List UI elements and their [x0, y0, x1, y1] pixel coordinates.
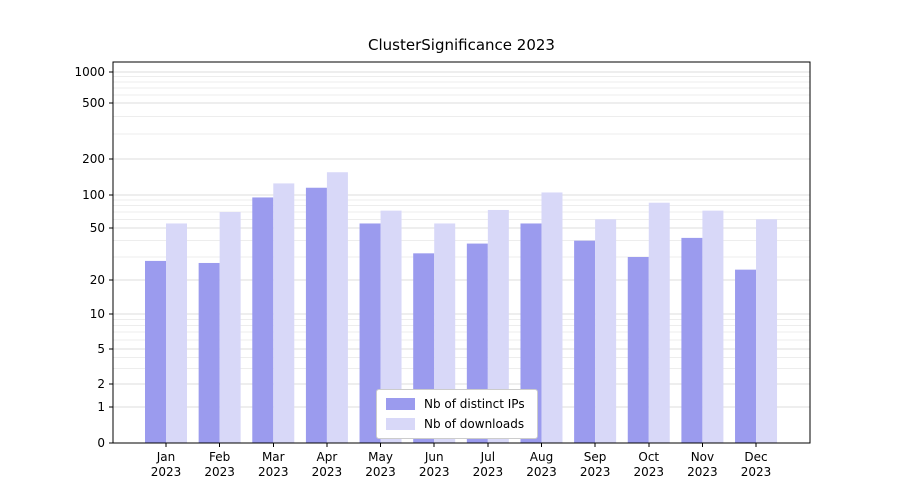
- y-tick-label: 100: [82, 188, 105, 202]
- x-tick-label-year: 2023: [473, 465, 504, 479]
- bar-distinct-ips: [305, 187, 327, 443]
- x-tick-label-year: 2023: [312, 465, 343, 479]
- legend-label-downloads: Nb of downloads: [424, 417, 525, 431]
- bar-downloads: [702, 210, 724, 443]
- x-tick-label-year: 2023: [258, 465, 289, 479]
- x-tick-label-year: 2023: [419, 465, 450, 479]
- x-tick-label-month: Aug: [530, 450, 553, 464]
- bar-distinct-ips: [198, 262, 220, 443]
- legend-item-downloads: Nb of downloads: [386, 417, 525, 431]
- bar-distinct-ips: [359, 223, 381, 443]
- x-tick-label-month: Oct: [638, 450, 659, 464]
- y-tick-label: 1000: [74, 65, 105, 79]
- legend-item-distinct-ips: Nb of distinct IPs: [386, 397, 525, 411]
- y-tick-label: 1: [97, 400, 105, 414]
- x-tick-label-year: 2023: [204, 465, 235, 479]
- x-tick-label-year: 2023: [365, 465, 396, 479]
- x-tick-label-month: Feb: [209, 450, 230, 464]
- bar-downloads: [434, 223, 456, 443]
- bar-downloads: [595, 219, 617, 443]
- bar-downloads: [380, 210, 402, 443]
- x-tick-label-year: 2023: [633, 465, 664, 479]
- x-tick-label-year: 2023: [741, 465, 772, 479]
- x-tick-label-month: Jan: [156, 450, 176, 464]
- x-tick-label-month: Sep: [584, 450, 607, 464]
- bar-downloads: [648, 202, 670, 443]
- chart-title: ClusterSignificance 2023: [368, 36, 555, 54]
- x-tick-label-year: 2023: [151, 465, 182, 479]
- x-tick-label-month: May: [368, 450, 393, 464]
- y-tick-label: 500: [82, 96, 105, 110]
- x-tick-label-year: 2023: [580, 465, 611, 479]
- bar-distinct-ips: [681, 237, 703, 443]
- bar-distinct-ips: [252, 197, 274, 443]
- bar-downloads: [219, 211, 241, 443]
- x-tick-label-month: Jun: [424, 450, 444, 464]
- y-tick-label: 200: [82, 152, 105, 166]
- x-tick-label-month: Nov: [691, 450, 714, 464]
- y-tick-label: 5: [97, 342, 105, 356]
- bar-downloads: [541, 192, 563, 443]
- legend-label-distinct-ips: Nb of distinct IPs: [424, 397, 525, 411]
- x-tick-label-month: Apr: [317, 450, 338, 464]
- bar-distinct-ips: [627, 256, 649, 443]
- x-tick-label-year: 2023: [687, 465, 718, 479]
- bar-downloads: [756, 219, 778, 443]
- x-tick-label-month: Jul: [480, 450, 495, 464]
- x-tick-label-month: Mar: [262, 450, 285, 464]
- y-tick-label: 10: [90, 307, 105, 321]
- x-tick-label-month: Dec: [744, 450, 767, 464]
- y-tick-label: 20: [90, 273, 105, 287]
- y-tick-label: 2: [97, 377, 105, 391]
- bar-distinct-ips: [574, 240, 596, 443]
- plot-frame: [112, 61, 811, 444]
- legend-swatch-downloads: [386, 418, 415, 430]
- bar-distinct-ips: [735, 269, 757, 443]
- bar-distinct-ips: [145, 260, 166, 443]
- legend: Nb of distinct IPs Nb of downloads: [376, 389, 538, 439]
- bar-downloads: [273, 183, 295, 443]
- x-tick-label-year: 2023: [526, 465, 557, 479]
- bar-downloads: [326, 172, 348, 443]
- bar-downloads: [166, 223, 187, 443]
- bar-downloads: [487, 209, 509, 443]
- y-tick-label: 0: [97, 436, 105, 450]
- y-tick-label: 50: [90, 221, 105, 235]
- legend-swatch-distinct-ips: [386, 398, 415, 410]
- bar-distinct-ips: [520, 223, 542, 443]
